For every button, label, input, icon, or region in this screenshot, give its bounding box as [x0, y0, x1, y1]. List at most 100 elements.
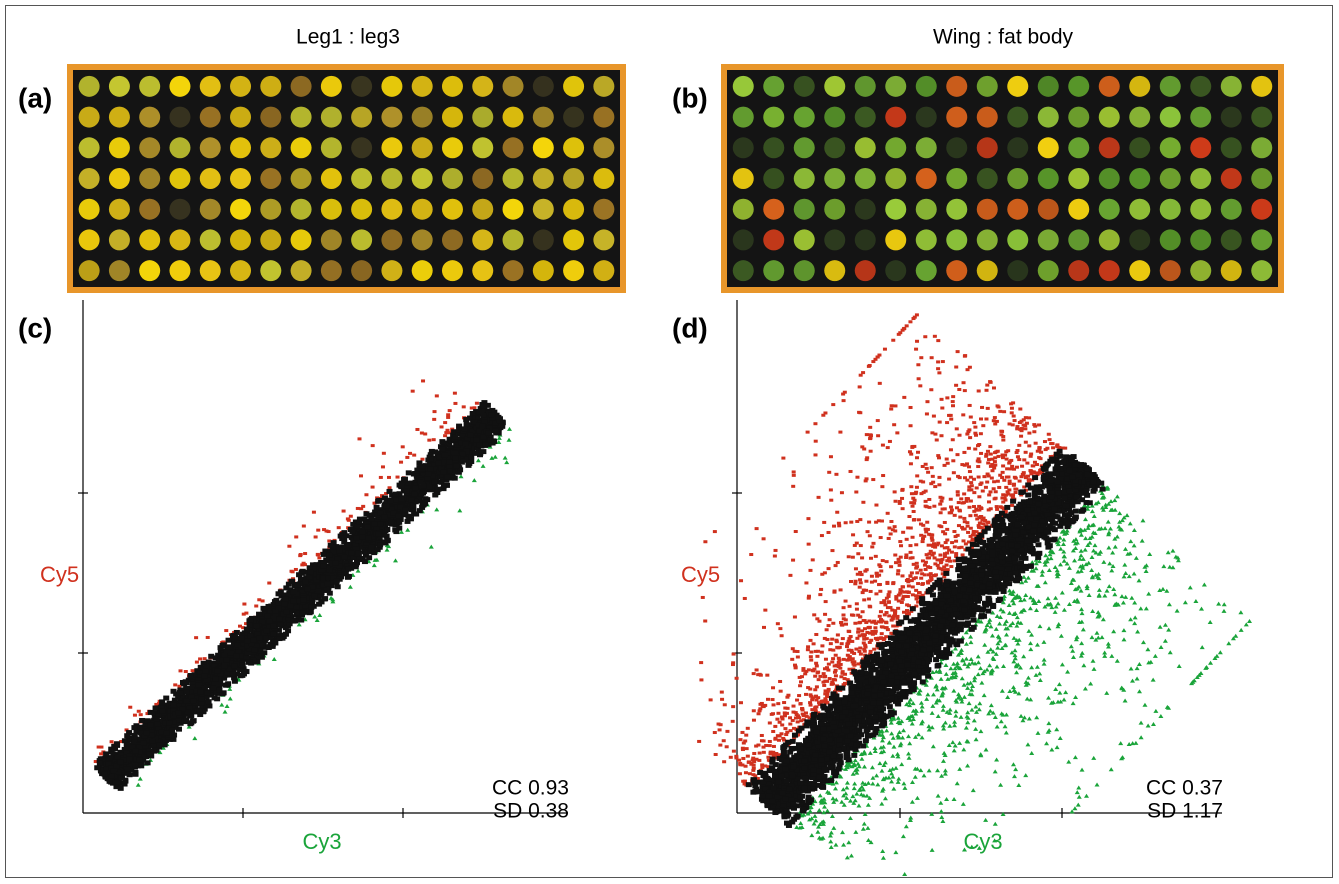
point	[377, 521, 384, 527]
point	[328, 595, 334, 600]
spot	[885, 137, 907, 159]
point	[438, 479, 445, 485]
point	[330, 599, 336, 604]
spot	[1037, 229, 1059, 251]
point	[446, 431, 451, 435]
point	[929, 536, 934, 540]
spot	[169, 260, 191, 282]
point	[281, 601, 288, 607]
point	[830, 637, 835, 641]
point	[230, 641, 237, 647]
spot	[1190, 198, 1212, 220]
point	[877, 614, 882, 618]
point	[758, 707, 763, 711]
point	[158, 729, 165, 735]
point	[911, 562, 916, 566]
point	[867, 640, 872, 644]
spot	[1007, 168, 1029, 189]
point	[975, 508, 980, 512]
point	[311, 510, 316, 514]
point	[939, 544, 944, 548]
point	[238, 635, 245, 641]
point	[225, 681, 232, 687]
point	[306, 574, 313, 580]
point	[931, 551, 936, 555]
point	[915, 339, 920, 343]
point	[225, 637, 232, 643]
point	[968, 499, 973, 503]
point	[828, 455, 833, 459]
point	[887, 526, 892, 530]
point	[464, 436, 471, 442]
point	[119, 740, 124, 744]
point	[1021, 423, 1026, 427]
point	[901, 595, 906, 599]
spot	[290, 137, 312, 159]
spot	[411, 137, 433, 159]
point	[170, 708, 177, 714]
point	[154, 702, 159, 706]
point	[197, 689, 204, 695]
spot	[593, 75, 615, 97]
point	[814, 661, 819, 665]
point	[918, 479, 923, 483]
point	[402, 507, 409, 513]
point	[718, 743, 723, 747]
point	[285, 581, 292, 587]
point	[844, 645, 849, 649]
point	[446, 464, 453, 470]
spot	[532, 106, 554, 128]
point	[418, 491, 425, 497]
point	[869, 580, 874, 584]
point	[962, 492, 967, 496]
point	[114, 779, 121, 785]
point	[810, 698, 815, 702]
point	[217, 671, 224, 677]
point	[114, 775, 121, 781]
point	[902, 395, 907, 399]
point	[930, 533, 935, 537]
point	[258, 654, 265, 660]
spot	[946, 198, 968, 220]
point	[247, 633, 254, 639]
point	[998, 505, 1003, 509]
point	[741, 756, 746, 760]
point	[985, 383, 990, 387]
point	[400, 445, 405, 449]
point	[188, 694, 195, 700]
point	[904, 324, 909, 328]
point	[275, 627, 282, 633]
point	[790, 718, 795, 722]
point	[890, 528, 895, 532]
spot	[763, 137, 785, 159]
point	[487, 437, 494, 443]
point	[826, 624, 831, 628]
spot	[1220, 106, 1242, 128]
point	[766, 755, 771, 759]
point	[482, 442, 489, 448]
point	[438, 466, 445, 472]
point	[177, 687, 184, 693]
point	[878, 536, 883, 540]
point	[850, 639, 855, 643]
point	[816, 495, 821, 499]
point	[1037, 447, 1042, 451]
point	[795, 650, 800, 654]
spot	[1037, 137, 1059, 159]
point	[489, 415, 496, 421]
point	[189, 703, 196, 709]
point	[807, 716, 812, 720]
point	[917, 591, 922, 595]
point	[839, 491, 844, 495]
point	[141, 733, 148, 739]
point	[898, 591, 903, 595]
point	[924, 530, 929, 534]
point	[916, 377, 921, 381]
point	[927, 505, 932, 509]
point	[153, 747, 160, 753]
spot	[1129, 260, 1151, 282]
point	[820, 572, 825, 576]
point	[771, 750, 776, 754]
point	[776, 711, 781, 715]
point	[813, 707, 818, 711]
